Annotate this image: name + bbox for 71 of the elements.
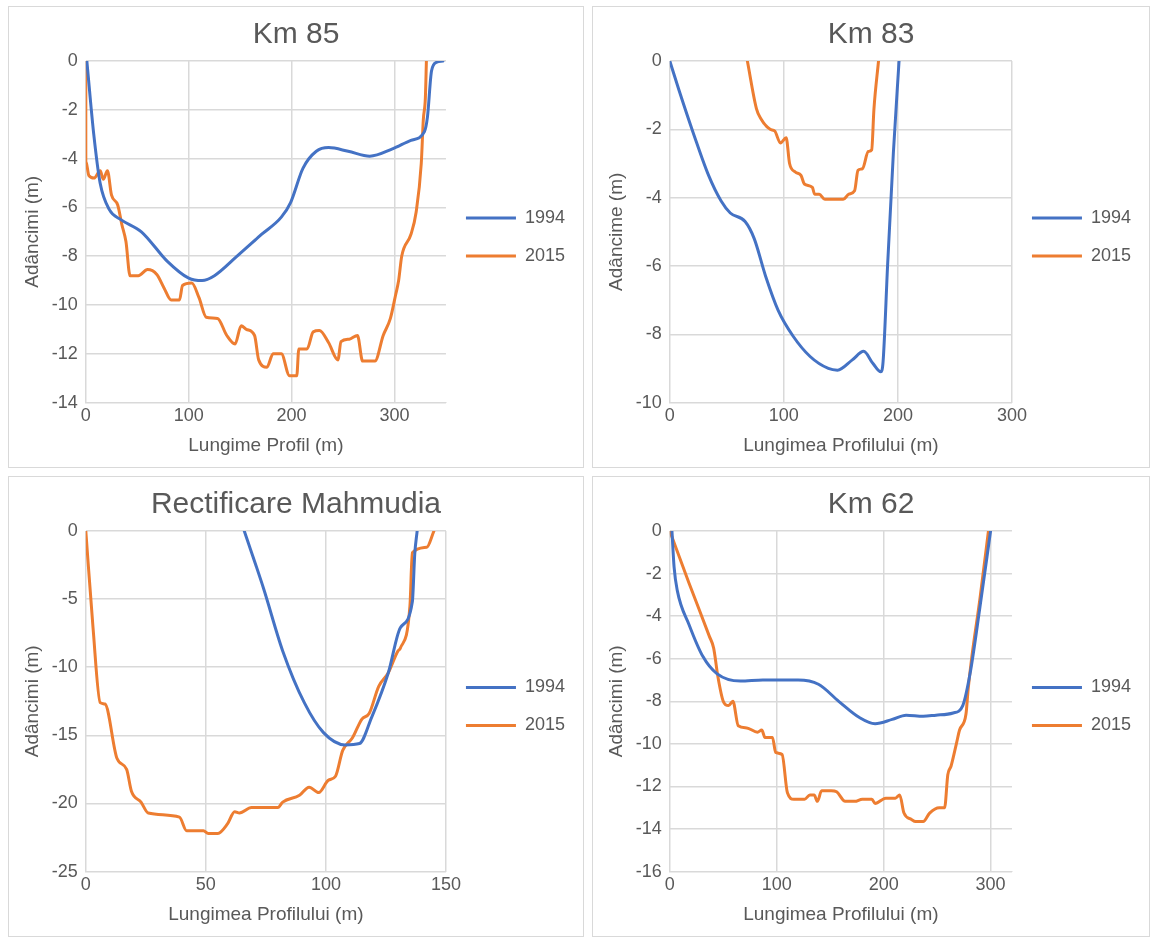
- line-series: [242, 531, 419, 747]
- y-axis-title: Adâncime (m): [604, 172, 626, 291]
- chart-title: Rectificare Mahmudia: [150, 486, 442, 520]
- x-axis-title: Lungimea Profilului (m): [743, 902, 939, 924]
- x-axis-title: Lungimea Profilului (m): [743, 433, 939, 455]
- y-tick-label: -8: [645, 323, 662, 344]
- y-tick-label: 0: [651, 49, 662, 70]
- y-tick-label: 0: [651, 519, 662, 540]
- y-tick-label: -2: [645, 118, 662, 139]
- line-series: [745, 61, 881, 201]
- x-tick-label: 200: [276, 405, 307, 426]
- x-tick-label: 100: [310, 874, 341, 895]
- line-series: [669, 61, 901, 374]
- y-axis-title: Adâncimi (m): [20, 645, 42, 758]
- legend-label: 2015: [524, 244, 565, 265]
- x-tick-label: 300: [975, 874, 1006, 895]
- x-tick-label: 200: [868, 874, 899, 895]
- legend-label: 2015: [1090, 244, 1131, 265]
- y-tick-label: -14: [635, 817, 662, 838]
- line-series: [670, 531, 993, 726]
- x-tick-label: 100: [761, 874, 792, 895]
- y-tick-label: -14: [51, 391, 78, 412]
- y-tick-label: -5: [61, 588, 78, 609]
- x-tick-label: 100: [768, 405, 799, 426]
- y-tick-label: -6: [645, 647, 662, 668]
- y-tick-label: -15: [51, 724, 78, 745]
- y-tick-label: -2: [61, 98, 78, 119]
- legend-label: 1994: [524, 206, 565, 227]
- y-tick-label: 0: [67, 519, 78, 540]
- x-tick-label: 100: [173, 405, 204, 426]
- y-tick-label: -4: [645, 605, 662, 626]
- y-tick-label: -4: [61, 147, 78, 168]
- legend-label: 1994: [524, 676, 565, 697]
- y-tick-label: -10: [635, 391, 662, 412]
- x-axis-title: Lungimea Profilului (m): [168, 902, 364, 924]
- x-tick-label: 50: [195, 874, 216, 895]
- y-tick-label: -2: [645, 562, 662, 583]
- legend-label: 1994: [1090, 676, 1131, 697]
- line-series: [85, 531, 436, 835]
- y-tick-label: -6: [61, 196, 78, 217]
- y-tick-label: -12: [635, 775, 662, 796]
- y-tick-label: -12: [51, 342, 78, 363]
- x-tick-label: 150: [430, 874, 461, 895]
- y-tick-label: -20: [51, 792, 78, 813]
- y-axis-title: Adâncimi (m): [20, 175, 42, 288]
- x-tick-label: 300: [996, 405, 1027, 426]
- y-tick-label: -4: [645, 186, 662, 207]
- legend-label: 2015: [524, 714, 565, 735]
- line-series: [85, 61, 428, 378]
- y-tick-label: -10: [51, 656, 78, 677]
- y-tick-label: 0: [67, 49, 78, 70]
- y-tick-label: -6: [645, 254, 662, 275]
- y-tick-label: -16: [635, 860, 662, 881]
- chart-title: Km 83: [827, 16, 915, 50]
- x-tick-label: 200: [882, 405, 913, 426]
- legend-label: 1994: [1090, 206, 1131, 227]
- x-tick-label: 0: [80, 874, 91, 895]
- y-tick-label: -8: [61, 245, 78, 266]
- y-tick-label: -10: [635, 732, 662, 753]
- chart-title: Km 62: [827, 486, 915, 520]
- chart-title: Km 85: [252, 16, 340, 50]
- x-axis-title: Lungime Profil (m): [188, 433, 344, 455]
- x-tick-label: 0: [664, 405, 675, 426]
- x-tick-label: 300: [379, 405, 410, 426]
- y-tick-label: -10: [51, 293, 78, 314]
- x-tick-label: 0: [664, 874, 675, 895]
- y-axis-title: Adâncimi (m): [604, 645, 626, 758]
- x-tick-label: 0: [80, 405, 91, 426]
- legend-label: 2015: [1090, 714, 1131, 735]
- y-tick-label: -25: [51, 860, 78, 881]
- y-tick-label: -8: [645, 690, 662, 711]
